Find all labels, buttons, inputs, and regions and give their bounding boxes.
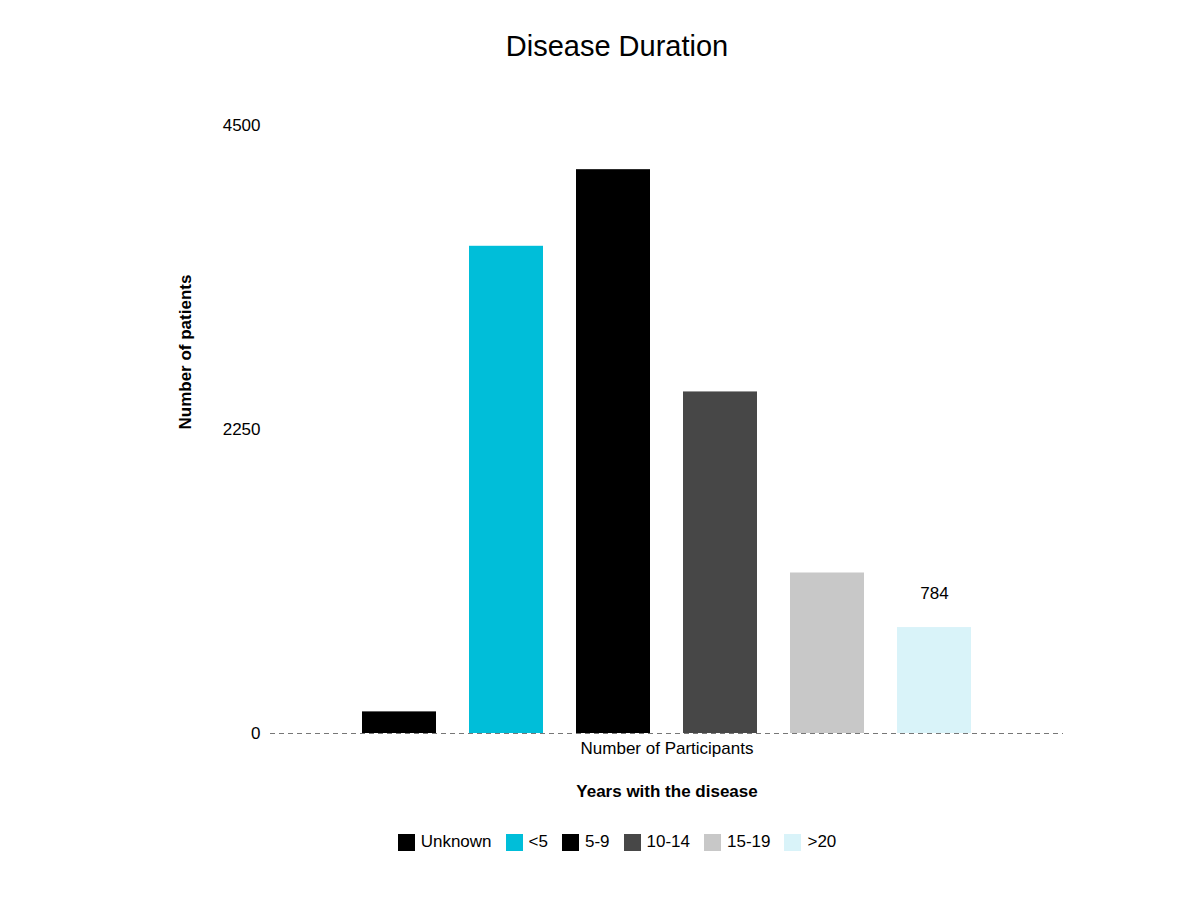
svg-text:2528: 2528 [702, 348, 740, 367]
html-text:Unknown: Unknown [420, 832, 492, 851]
svg-text:2250: 2250 [223, 420, 261, 439]
svg-text:3606: 3606 [488, 203, 526, 222]
svg-text:Number of patients: Number of patients [176, 275, 195, 430]
svg-text:Years with the disease: Years with the disease [576, 782, 757, 801]
svg-text:160: 160 [385, 668, 413, 687]
html-text:5-9: 5-9 [584, 832, 610, 851]
svg-text:Number of Participants: Number of Participants [581, 739, 754, 758]
html-text:15-19: 15-19 [727, 832, 771, 851]
svg-text:4500: 4500 [223, 116, 261, 135]
svg-text:1188: 1188 [809, 529, 846, 548]
html-text:<5: <5 [528, 832, 548, 851]
html-text:>20: >20 [807, 832, 837, 851]
html-text:10-14: 10-14 [646, 832, 690, 851]
svg-text:0: 0 [251, 724, 260, 743]
svg-text:784: 784 [920, 584, 948, 603]
html-text:Disease Duration: Disease Duration [505, 30, 729, 62]
svg-text:4173: 4173 [595, 126, 633, 145]
